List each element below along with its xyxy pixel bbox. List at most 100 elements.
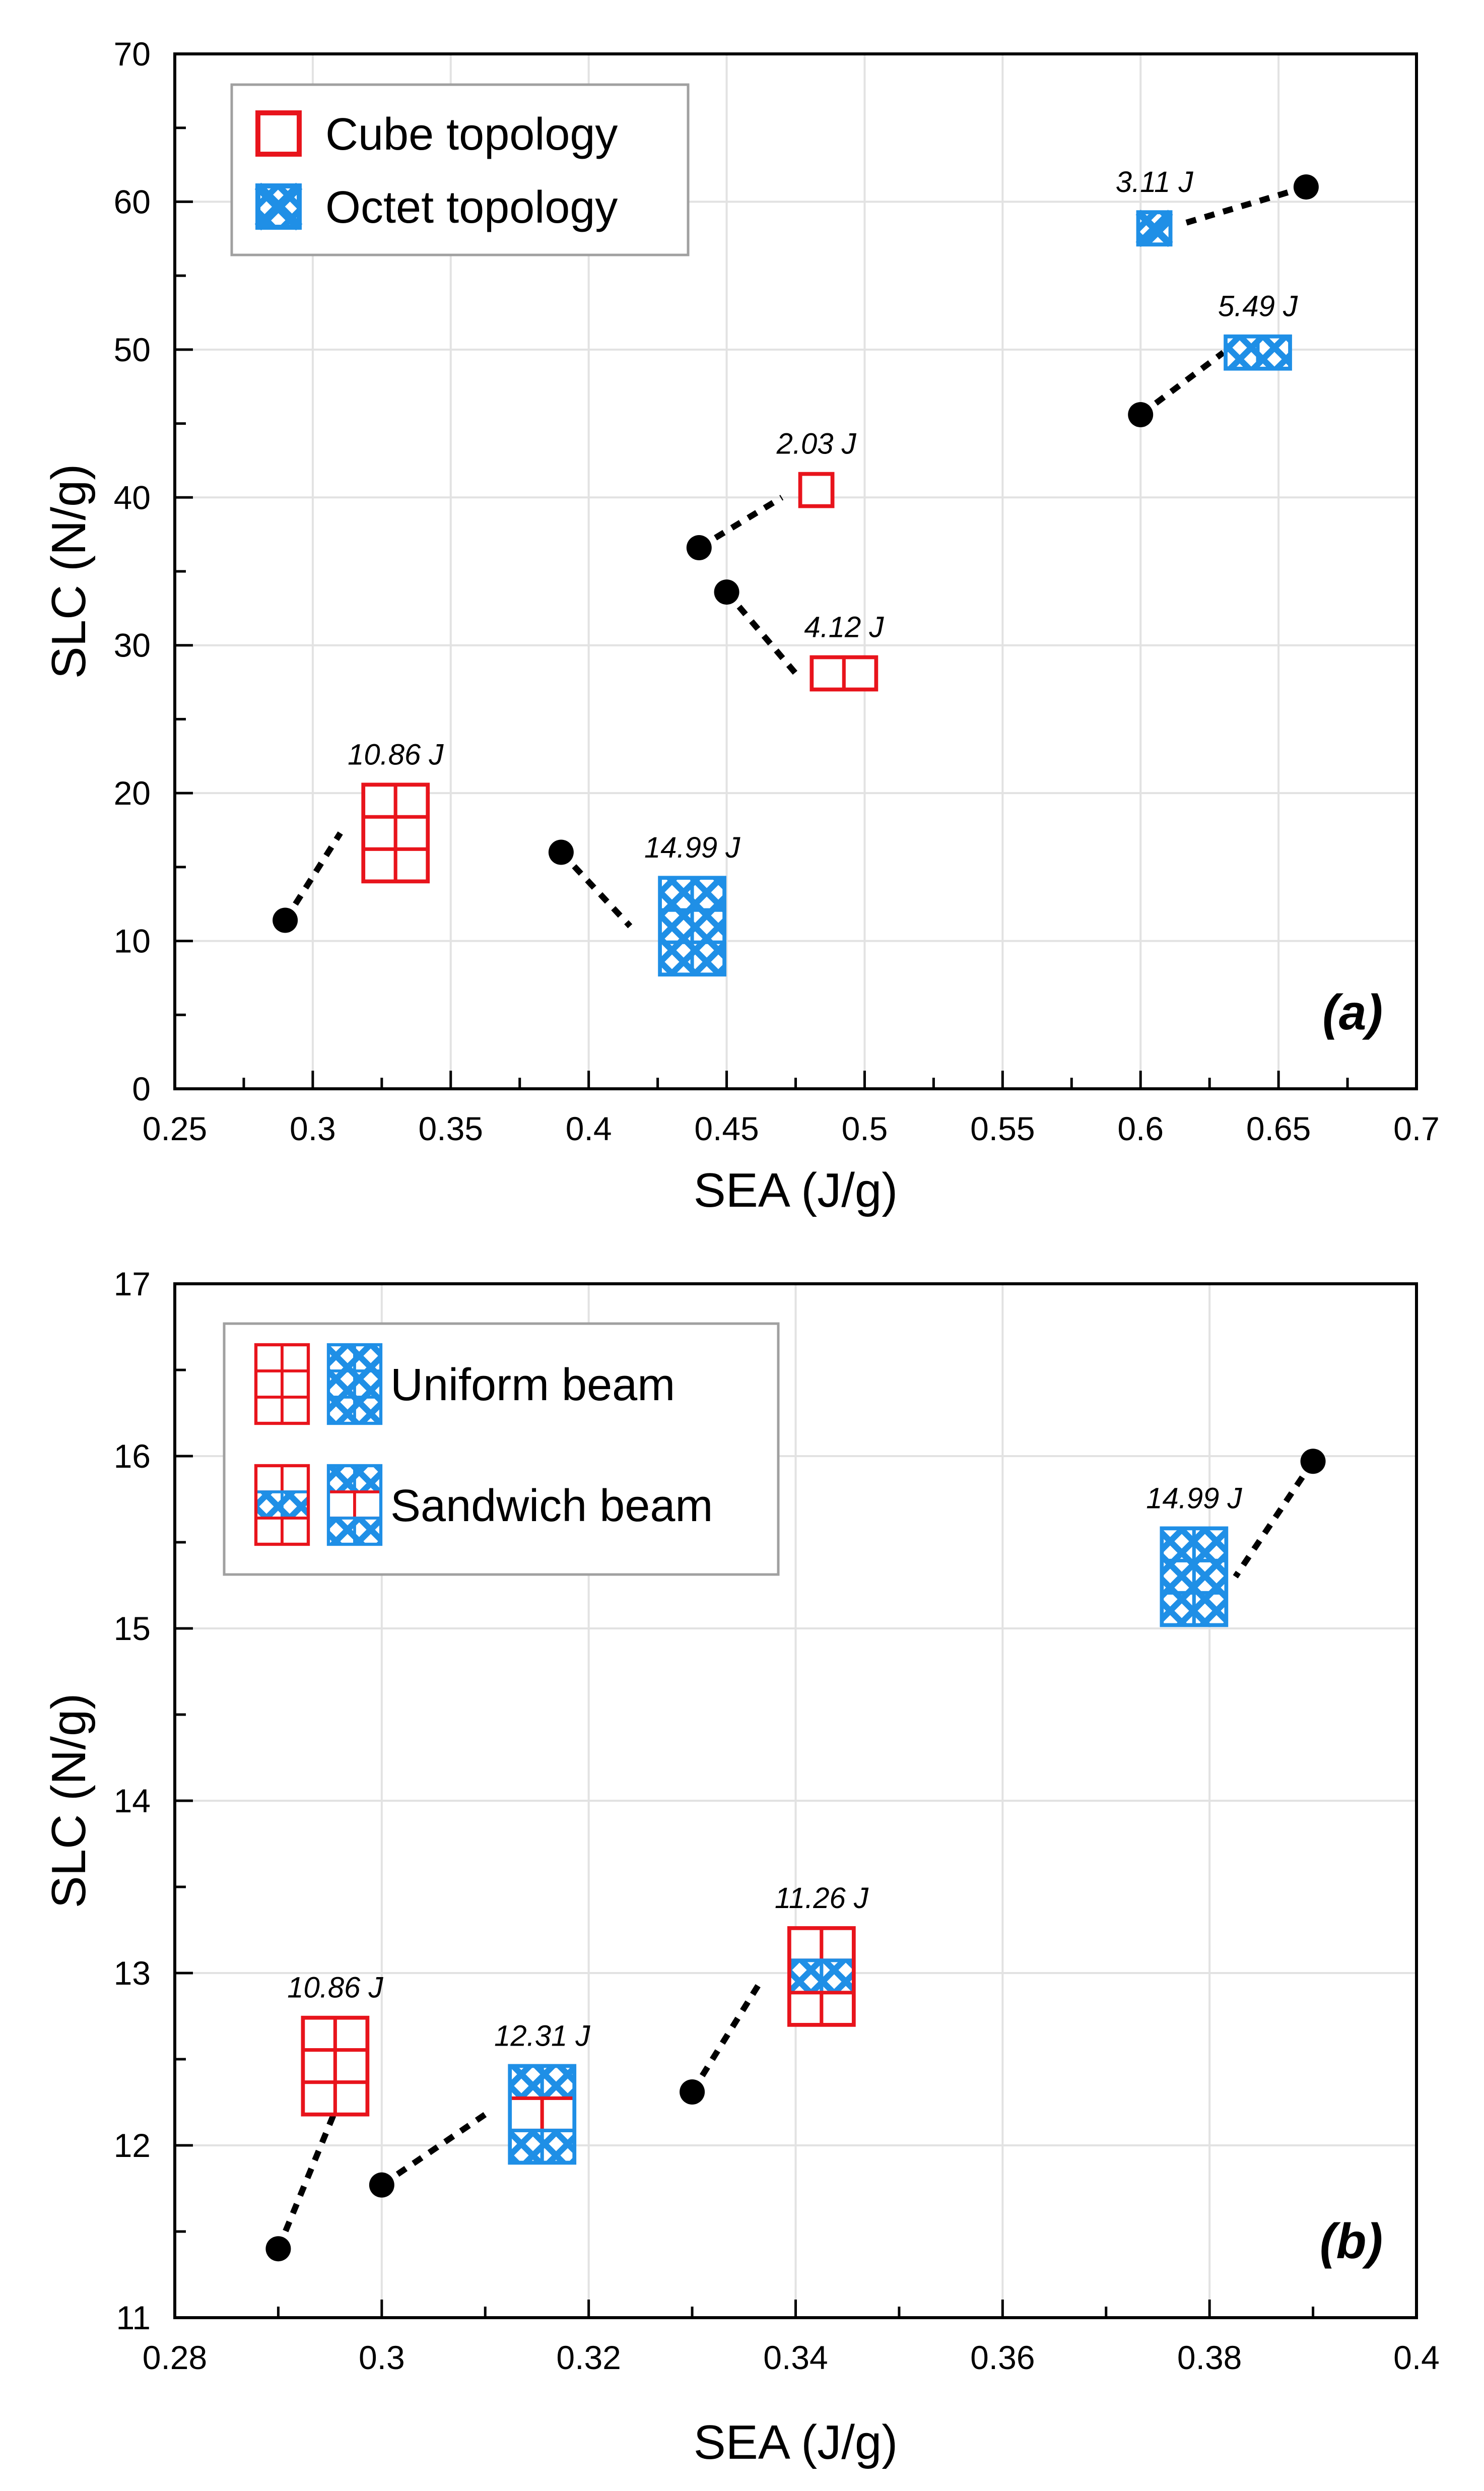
cube-sandwich-icon-cell [281, 1490, 310, 1520]
octet-uniform-icon [1160, 1526, 1229, 1627]
octet-double-icon-frame [1224, 334, 1292, 371]
dotted-link [1181, 184, 1307, 227]
y-axis-label: SLC (N/g) [42, 1693, 96, 1909]
cube-uniform-icon [361, 782, 430, 884]
cube-sandwich-icon-cell [787, 1958, 824, 1995]
dotted-link [1233, 1459, 1316, 1579]
octet-uniform-icon-frame [326, 1343, 383, 1425]
energy-label: 10.86 J [287, 1972, 383, 2004]
x-axis-label: SEA (J/g) [694, 1163, 898, 1217]
cube-uniform-icon-cell [281, 1369, 310, 1399]
octet-uniform-icon-cell [353, 1369, 382, 1399]
legend-label: Sandwich beam [390, 1481, 713, 1531]
panel-b: 0.28 0.3 0.32 0.34 0.36 0.38 0.4 11 12 13 14 15 16 17… [42, 1265, 1440, 2469]
x-tick-label: 0.45 [694, 1110, 759, 1147]
cube-uniform-icon-frame [361, 782, 430, 884]
octet-uniform-icon-cell [327, 1396, 356, 1425]
octet-uniform-icon-cell [1160, 1526, 1196, 1562]
octet-uniform-icon-cell [690, 876, 726, 912]
cube-sandwich-icon-cell [820, 1958, 856, 1995]
octet-uniform-icon-cell [658, 876, 694, 912]
legend-box [223, 1322, 780, 1576]
cube-sandwich-icon-cell [254, 1517, 284, 1546]
octet-sandwich-icon-cell [508, 2064, 544, 2100]
x-tick-label: 0.65 [1246, 1110, 1311, 1147]
legend-box [230, 83, 690, 256]
data-point [714, 579, 739, 605]
cube-uniform-icon-cell [254, 1369, 284, 1399]
x-tick-label: 0.32 [556, 2339, 621, 2376]
energy-label: 14.99 J [1146, 1482, 1242, 1515]
octet-sandwich-icon-cell [353, 1464, 382, 1493]
x-tick-label: 0.35 [419, 1110, 483, 1147]
octet-sandwich-icon-frame [326, 1464, 383, 1546]
energy-label: 2.03 J [776, 428, 857, 461]
cube-square-icon-cell [255, 110, 302, 157]
octet-single-icon-x [1135, 210, 1173, 247]
octet-square-icon-x [254, 182, 303, 231]
dotted-link [724, 590, 798, 676]
data-point [1300, 1449, 1326, 1474]
octet-uniform-icon-cell [658, 940, 694, 976]
octet-sandwich-icon [508, 2064, 577, 2165]
energy-label: 12.31 J [494, 2019, 590, 2052]
octet-double-icon-cell [1224, 335, 1260, 371]
octet-sandwich-icon-cell [508, 2096, 544, 2132]
cube-uniform-icon-cell [301, 2080, 337, 2117]
y-tick-label: 70 [114, 35, 151, 73]
cube-uniform-icon-frame [301, 2015, 370, 2117]
x-tick-label: 0.38 [1177, 2339, 1242, 2376]
cube-uniform-icon-cell [333, 2080, 369, 2117]
cube-uniform-icon-cell [393, 847, 430, 883]
panel-a: 0.25 0.3 0.35 0.4 0.45 0.5 0.55 0.6 0.65 0.7 0 10 20… [42, 35, 1440, 1217]
octet-sandwich-icon-cell [327, 1517, 356, 1546]
octet-uniform-icon-cell [690, 940, 726, 976]
cube-single-icon [798, 472, 835, 508]
cube-sandwich-icon-cell [787, 1991, 824, 2027]
x-tick-label: 0.7 [1393, 1110, 1440, 1147]
data-point [680, 2079, 705, 2105]
y-tick-label: 20 [114, 774, 151, 812]
x-tick-label: 0.28 [143, 2339, 207, 2376]
octet-sandwich-icon-cell [353, 1517, 382, 1546]
cube-double-icon-cell [810, 655, 846, 691]
cube-uniform-icon-cell [361, 782, 397, 819]
octet-sandwich-icon-cell [353, 1490, 382, 1520]
x-tick-label: 0.25 [143, 1110, 207, 1147]
cube-sandwich-icon-cell [787, 1926, 824, 1962]
data-point [265, 2236, 291, 2262]
cube-sandwich-icon-frame [254, 1464, 310, 1546]
octet-uniform-icon-cell [1160, 1558, 1196, 1595]
energy-label: 10.86 J [348, 738, 444, 771]
octet-uniform-icon [326, 1343, 383, 1425]
x-tick-label: 0.4 [566, 1110, 612, 1147]
panel-tag: (b) [1320, 2213, 1383, 2269]
x-tick-label: 0.34 [763, 2339, 828, 2376]
octet-sandwich-icon-cell [540, 2064, 576, 2100]
dotted-link [697, 495, 784, 551]
octet-uniform-icon-frame [658, 876, 726, 977]
dotted-link [1138, 350, 1226, 417]
octet-sandwich-icon-frame [508, 2064, 577, 2165]
cube-sandwich-icon-cell [820, 1991, 856, 2027]
octet-uniform-icon-cell [353, 1396, 382, 1425]
cube-sandwich-icon [787, 1926, 856, 2027]
y-axis-label: SLC (N/g) [42, 464, 96, 679]
octet-uniform-icon-cell [658, 908, 694, 944]
octet-sandwich-icon-cell [508, 2128, 544, 2165]
octet-double-icon [1224, 334, 1292, 371]
cube-sandwich-icon-cell [254, 1464, 284, 1493]
y-tick-label: 14 [114, 1782, 151, 1819]
cube-single-icon-frame [798, 472, 835, 508]
octet-uniform-icon-cell [1160, 1591, 1196, 1627]
octet-sandwich-icon-cell [540, 2096, 576, 2132]
dotted-link [689, 1982, 762, 2094]
ticks [173, 52, 1418, 1090]
octet-square-icon-frame2 [255, 183, 302, 230]
x-tick-label: 0.5 [842, 1110, 888, 1147]
y-tick-label: 15 [114, 1610, 151, 1647]
y-tick-label: 11 [116, 2299, 151, 2336]
y-tick-label: 16 [114, 1437, 151, 1475]
y-tick-label: 30 [114, 627, 151, 664]
legend-label: Uniform beam [390, 1360, 675, 1410]
